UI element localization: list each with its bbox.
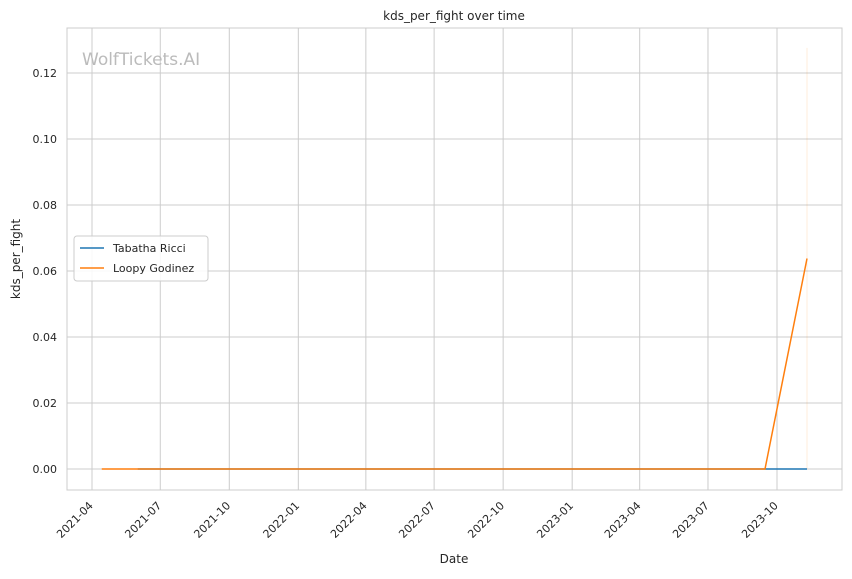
y-tick-label: 0.00 — [33, 463, 58, 476]
legend-label: Loopy Godinez — [113, 262, 194, 275]
x-tick-label: 2023-04 — [602, 499, 644, 541]
y-tick-label: 0.08 — [33, 199, 58, 212]
legend-label: Tabatha Ricci — [112, 242, 186, 255]
x-tick-label: 2023-01 — [534, 499, 576, 541]
x-axis-label: Date — [440, 552, 469, 566]
y-tick-label: 0.06 — [33, 265, 58, 278]
x-tick-label: 2022-01 — [261, 499, 303, 541]
y-tick-label: 0.10 — [33, 133, 58, 146]
chart-title: kds_per_fight over time — [383, 9, 525, 23]
x-tick-label: 2022-04 — [328, 499, 370, 541]
x-tick-label: 2023-07 — [670, 499, 712, 541]
watermark: WolfTickets.AI — [82, 50, 200, 70]
x-tick-label: 2022-10 — [465, 499, 507, 541]
legend: Tabatha Ricci Loopy Godinez — [73, 235, 209, 282]
y-axis-label: kds_per_fight — [9, 219, 23, 300]
x-tick-label: 2023-10 — [739, 499, 781, 541]
x-tick-label: 2021-07 — [122, 499, 164, 541]
series-line-1 — [101, 258, 808, 470]
x-tick-label: 2021-04 — [54, 499, 96, 541]
x-tick-label: 2022-07 — [396, 499, 438, 541]
y-tick-label: 0.02 — [33, 397, 58, 410]
y-tick-label: 0.04 — [33, 331, 58, 344]
y-tick-label: 0.12 — [33, 67, 58, 80]
x-tick-label: 2021-10 — [191, 499, 233, 541]
